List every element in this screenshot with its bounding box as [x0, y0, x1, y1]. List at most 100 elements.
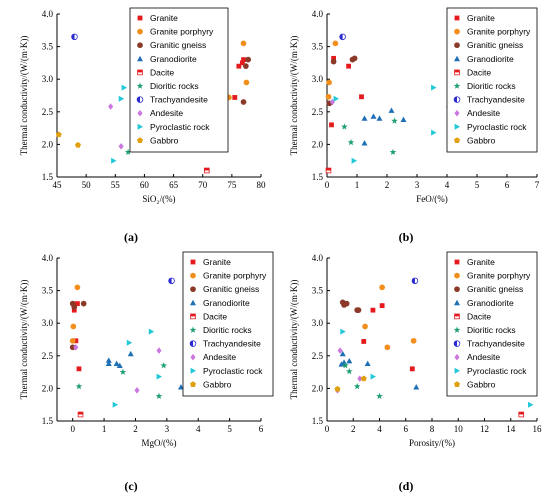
x-tick-label: 0 — [70, 424, 75, 434]
data-point — [168, 277, 175, 285]
x-tick-label: 3 — [165, 424, 170, 434]
x-tick-label: 8 — [430, 424, 435, 434]
data-point — [341, 123, 348, 130]
legend-item-pyroclastic-rock: Pyroclastic rock — [454, 366, 527, 376]
data-point — [155, 392, 163, 400]
legend-item-gabbro: Gabbro — [454, 135, 496, 145]
y-tick-label: 2.5 — [42, 107, 54, 117]
y-tick-label: 3.5 — [42, 42, 54, 52]
marker-star — [189, 326, 197, 333]
x-axis-title: MgO/(%) — [142, 438, 177, 448]
marker-square — [137, 15, 143, 21]
data-point — [108, 103, 114, 110]
marker-square — [409, 366, 415, 372]
x-tick-label: 50 — [82, 180, 92, 190]
marker-circle — [245, 56, 252, 63]
y-tick-label: 2.5 — [312, 351, 324, 361]
series-trachyandesite — [71, 33, 78, 41]
marker-triangle — [116, 362, 123, 368]
data-point — [361, 140, 368, 146]
marker-square — [73, 338, 79, 344]
marker-triangle — [388, 107, 395, 113]
data-point — [71, 33, 78, 41]
data-point — [361, 339, 367, 344]
marker-triangle-right — [121, 84, 128, 91]
series-dioritic-rocks — [341, 117, 398, 156]
legend-item-trachyandesite: Trachyandesite — [453, 95, 525, 105]
y-tick-label: 4.0 — [312, 9, 324, 19]
marker-triangle — [454, 299, 460, 306]
data-point — [236, 63, 242, 69]
marker-star — [160, 362, 167, 369]
data-point — [69, 344, 76, 351]
legend-label: Granite porphyry — [467, 271, 531, 281]
data-point — [127, 350, 134, 357]
legend-label: Granodiorite — [203, 298, 250, 308]
marker-star — [389, 148, 397, 156]
legend-label: Granite — [150, 13, 178, 23]
data-point — [384, 344, 391, 351]
legend-item-pyroclastic-rock: Pyroclastic rock — [454, 122, 527, 132]
data-point — [325, 93, 332, 100]
data-point — [346, 358, 353, 364]
legend-label: Gabbro — [467, 135, 496, 145]
marker-pentagon — [74, 141, 81, 148]
series-trachyandesite — [168, 277, 175, 285]
data-point — [75, 301, 80, 307]
data-point — [339, 33, 346, 41]
x-tick-label: 45 — [53, 180, 63, 190]
legend-item-gabbro: Gabbro — [454, 379, 496, 389]
marker-triangle-right — [351, 157, 357, 164]
legend: Granite Granite porphyry Granitic gneiss Gr… — [129, 7, 229, 153]
series-granodiorite — [338, 350, 420, 390]
data-point — [379, 284, 385, 291]
marker-diamond — [134, 387, 140, 394]
legend-label: Pyroclastic rock — [467, 366, 527, 376]
y-tick-label: 3.0 — [312, 318, 324, 328]
marker-square — [232, 95, 238, 100]
marker-half-circle-fill — [412, 277, 415, 284]
x-tick-label: 2 — [133, 424, 138, 434]
marker-square — [346, 63, 351, 69]
series-dacite — [325, 167, 332, 174]
legend-item-dacite: Dacite — [190, 311, 227, 321]
marker-triangle-right — [156, 373, 162, 380]
marker-triangle — [361, 115, 368, 121]
marker-diamond — [118, 143, 124, 150]
marker-pentagon — [190, 381, 196, 387]
data-point — [379, 303, 385, 308]
marker-star — [453, 326, 461, 333]
data-point — [105, 360, 112, 367]
legend-label: Granodiorite — [467, 54, 514, 64]
marker-triangle — [361, 140, 368, 146]
marker-star — [346, 368, 353, 375]
marker-triangle — [370, 113, 377, 119]
marker-triangle — [454, 55, 460, 62]
legend-label: Gabbro — [467, 379, 496, 389]
marker-half-circle-fill — [137, 96, 140, 103]
data-point — [351, 55, 358, 62]
legend-label: Dacite — [467, 311, 491, 321]
data-point — [240, 40, 247, 47]
legend-label: Granite — [467, 257, 495, 267]
legend-item-andesite: Andesite — [454, 352, 500, 362]
marker-diamond — [108, 103, 114, 110]
marker-square — [370, 307, 376, 313]
legend-label: Granite — [467, 13, 495, 23]
marker-circle — [71, 304, 78, 310]
x-tick-label: 70 — [198, 180, 208, 190]
marker-circle — [74, 284, 81, 291]
marker-triangle — [177, 384, 184, 390]
marker-triangle-right — [333, 95, 339, 102]
legend-item-granitic-gneiss: Granitic gneiss — [454, 40, 523, 50]
legend-label: Granite porphyry — [467, 27, 531, 37]
data-point — [71, 307, 77, 313]
series-dacite — [203, 167, 210, 174]
marker-triangle-right — [431, 129, 437, 136]
marker-star — [75, 382, 83, 390]
marker-circle — [454, 286, 460, 293]
marker-star — [376, 392, 383, 400]
data-point — [391, 117, 398, 124]
legend-label: Dioritic rocks — [150, 81, 199, 91]
